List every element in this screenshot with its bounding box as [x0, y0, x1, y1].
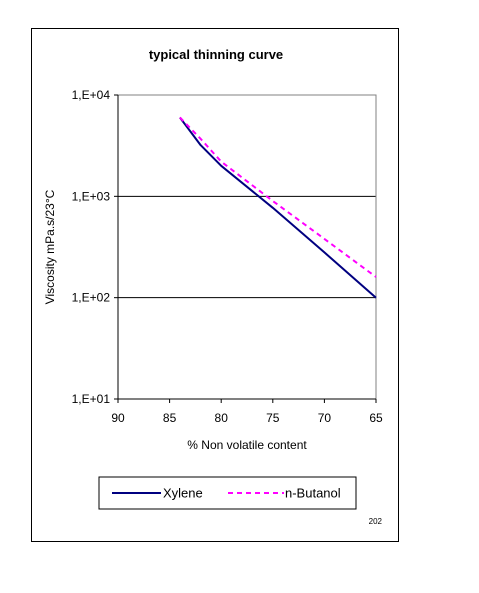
x-tick-label-2: 80 — [215, 411, 229, 425]
legend-box — [98, 476, 357, 510]
series-layer — [179, 116, 377, 299]
y-tick-label-0: 1,E+04 — [72, 88, 111, 102]
grid-layer — [118, 195, 376, 299]
x-tick-label-4: 70 — [318, 411, 332, 425]
legend-label-n-butanol: n-Butanol — [285, 486, 341, 501]
series-line-xylene — [179, 116, 377, 299]
chart-title: typical thinning curve — [149, 47, 283, 62]
series-line-n-butanol — [179, 116, 377, 278]
chart-svg: typical thinning curve 1,E+041,E+031,E+0… — [43, 47, 383, 526]
x-tick-label-1: 85 — [163, 411, 177, 425]
chart-frame: typical thinning curve 1,E+04 1,E+03 1,E+0… — [31, 28, 399, 542]
x-tick-label-3: 75 — [266, 411, 280, 425]
y-tick-label-3: 1,E+01 — [72, 392, 111, 406]
x-tick-label-0: 90 — [111, 411, 125, 425]
x-tick-label-5: 65 — [369, 411, 383, 425]
y-tick-label-1: 1,E+03 — [72, 189, 111, 203]
y-axis-label: Viscosity mPa.s/23°C — [43, 189, 57, 304]
page-note: 202 — [369, 517, 383, 526]
legend-label-xylene: Xylene — [163, 486, 203, 501]
y-tick-label-2: 1,E+02 — [72, 291, 111, 305]
plot-area — [117, 94, 377, 400]
legend: Xylene n-Butanol — [98, 476, 357, 510]
x-axis-label: % Non volatile content — [187, 438, 307, 452]
